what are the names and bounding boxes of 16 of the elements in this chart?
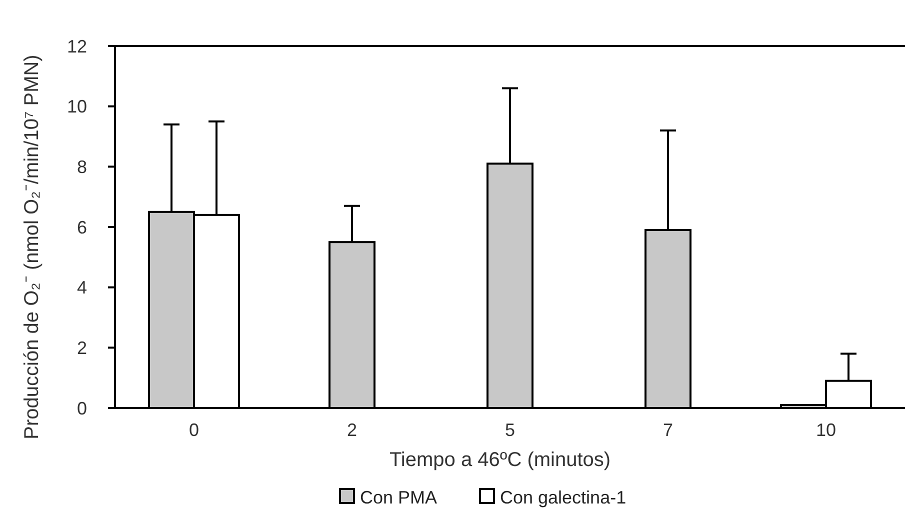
x-tick-label: 10	[816, 420, 836, 440]
legend-label: Con PMA	[360, 487, 438, 508]
x-tick-label: 7	[662, 420, 674, 440]
x-axis-title: Tiempo a 46ºC (minutos)	[389, 449, 611, 471]
x-tick-label: 0	[188, 420, 200, 440]
y-tick-label: 10	[66, 96, 87, 117]
y-tick-label: 0	[76, 398, 87, 418]
y-tick-label: 4	[76, 278, 87, 298]
legend-label: Con galectina-1	[500, 487, 626, 508]
y-tick-label: 12	[66, 36, 87, 56]
y-axis-title: Producción de O₂⁻ (nmol O₂⁻/min/10⁷ PMN)	[21, 54, 43, 440]
x-tick-label: 2	[346, 420, 358, 440]
x-tick-label: 5	[504, 420, 516, 440]
y-tick-label: 6	[76, 217, 87, 238]
y-tick-label: 2	[76, 338, 87, 358]
y-tick-label: 8	[76, 156, 87, 177]
